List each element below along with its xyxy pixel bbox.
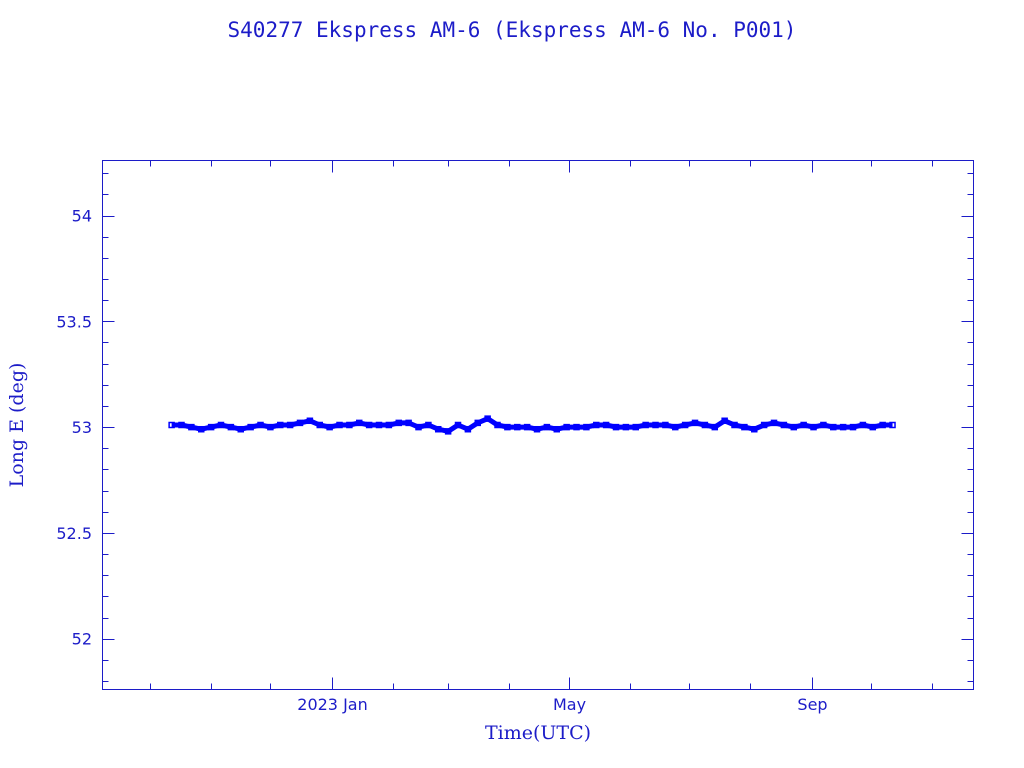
y-tick-label: 52 [72, 630, 92, 649]
data-point [543, 423, 551, 431]
plot-frame [102, 160, 974, 690]
data-point [257, 421, 264, 429]
y-tick-label: 53 [72, 418, 92, 437]
data-point [711, 423, 719, 431]
data-points [168, 415, 896, 435]
data-point [464, 425, 472, 433]
data-point [839, 423, 847, 431]
data-point [296, 419, 304, 427]
data-point [770, 419, 778, 427]
data-point [830, 423, 837, 431]
data-point [573, 423, 580, 431]
data-point [642, 421, 649, 429]
data-point [336, 421, 343, 429]
tick-labels: 52 52.5 53 53.5 54 2023 Jan May Sep [56, 207, 827, 714]
data-point [514, 423, 521, 431]
y-tick-label: 54 [72, 207, 92, 226]
data-point [583, 423, 590, 431]
data-point [751, 425, 758, 433]
data-point [741, 423, 748, 431]
data-point [760, 421, 768, 429]
data-point [425, 421, 432, 429]
data-point [731, 421, 738, 429]
data-point [217, 421, 225, 429]
data-point [820, 421, 827, 429]
data-point [385, 421, 393, 429]
data-point [405, 419, 412, 427]
data-point [622, 423, 630, 431]
data-point [227, 423, 235, 431]
data-point [790, 423, 798, 431]
data-point [800, 421, 807, 429]
data-point [879, 421, 886, 429]
data-point [681, 421, 689, 429]
x-tick-label: 2023 Jan [297, 695, 367, 714]
data-point [247, 423, 254, 431]
data-point [267, 423, 274, 431]
y-tick-label: 53.5 [56, 312, 92, 331]
data-point [188, 423, 195, 431]
data-point [484, 415, 491, 422]
data-point [701, 421, 709, 429]
data-point [444, 428, 452, 435]
data-point [889, 421, 896, 429]
data-point [454, 421, 462, 429]
data-point [652, 421, 659, 429]
data-point [395, 419, 403, 427]
data-point [533, 425, 541, 433]
data-point [869, 423, 877, 431]
data-point [198, 425, 205, 433]
data-point [316, 421, 324, 429]
data-point [553, 425, 561, 433]
x-tick-label: May [553, 695, 586, 714]
data-point [207, 423, 215, 431]
data-point [602, 421, 610, 429]
data-point [415, 423, 422, 431]
axis-ticks [102, 160, 974, 690]
data-point [810, 423, 817, 431]
data-point [504, 423, 511, 431]
data-point [168, 421, 175, 429]
data-point [721, 417, 728, 425]
data-point [859, 421, 867, 429]
data-point [662, 421, 669, 429]
data-point [346, 421, 353, 429]
data-point [593, 421, 600, 429]
data-point [474, 419, 482, 427]
data-point [780, 421, 788, 429]
data-point [365, 421, 373, 429]
chart-title: S40277 Ekspress AM-6 (Ekspress AM-6 No. … [228, 18, 797, 42]
data-point [612, 423, 620, 431]
data-point [494, 421, 501, 429]
data-trace [171, 416, 893, 434]
x-axis-label: Time(UTC) [485, 722, 591, 744]
data-point [178, 421, 185, 429]
data-point [849, 423, 857, 431]
data-point [632, 423, 640, 431]
data-point [563, 423, 570, 431]
y-axis-label: Long E (deg) [6, 363, 28, 488]
data-point [326, 423, 333, 431]
data-point [237, 425, 245, 433]
x-tick-label: Sep [797, 695, 827, 714]
data-point [375, 421, 383, 429]
y-tick-label: 52.5 [56, 524, 92, 543]
data-point [277, 421, 284, 429]
data-point [286, 421, 294, 429]
data-point [691, 419, 699, 427]
data-point [523, 423, 531, 431]
data-point [672, 423, 679, 431]
data-point [306, 417, 314, 425]
data-point [356, 419, 363, 427]
data-point [435, 425, 442, 433]
